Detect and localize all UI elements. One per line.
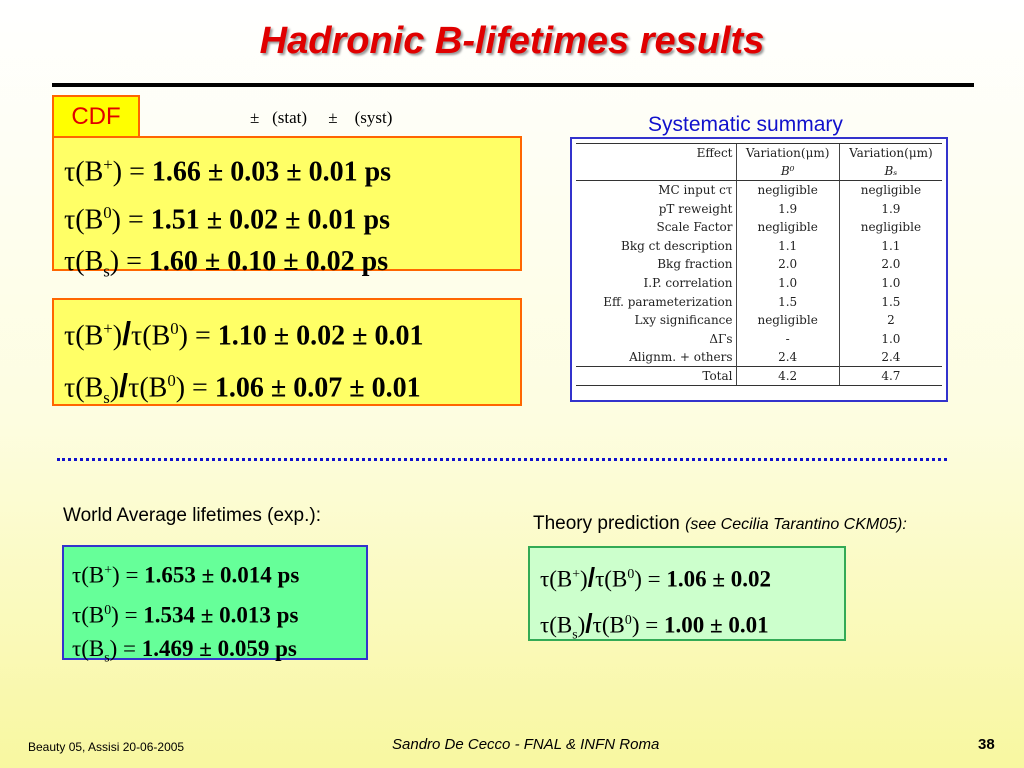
theory-prediction-box: τ(B+)/τ(B0) = 1.06 ± 0.02 τ(Bs)/τ(B0) = … — [528, 546, 846, 641]
world-average-value: 1.653 ± 0.014 ps — [144, 562, 300, 588]
table-total-row: Total 4.2 4.7 — [576, 366, 942, 386]
table-header-row: Effect Variation(μm) Variation(μm) — [576, 143, 942, 163]
world-average-row: τ(B+) = 1.653 ± 0.014 ps — [72, 562, 300, 588]
stat-syst-header: ± (stat) ± (syst) — [250, 108, 393, 127]
title-underline — [52, 83, 974, 87]
cdf-ratio-results-box: τ(B+)/τ(B0) = 1.10 ± 0.02 ± 0.01 τ(Bs)/τ… — [52, 298, 522, 407]
table-row: Alignm. + others 2.4 2.4 — [576, 348, 942, 367]
theory-value: 1.06 ± 0.02 — [666, 566, 771, 592]
world-average-row: τ(B0) = 1.534 ± 0.013 ps — [72, 601, 299, 628]
systematics-table: Effect Variation(μm) Variation(μm) B⁰ Bₛ… — [576, 143, 942, 386]
footer-author: Sandro De Cecco - FNAL & INFN Roma — [392, 736, 660, 753]
systematic-summary-table: Effect Variation(μm) Variation(μm) B⁰ Bₛ… — [570, 137, 948, 402]
slide-title: Hadronic B-lifetimes results — [259, 20, 765, 62]
table-subheader-row: B⁰ Bₛ — [576, 162, 942, 182]
page-number: 38 — [978, 736, 995, 753]
lifetime-value: 1.60 ± 0.10 ± 0.02 ps — [148, 245, 389, 277]
dotted-separator — [57, 458, 947, 461]
cdf-lifetime-results-box: τ(B+) = 1.66 ± 0.03 ± 0.01 ps τ(B0) = 1.… — [52, 136, 522, 280]
ratio-row: τ(B+)/τ(B0) = 1.10 ± 0.02 ± 0.01 — [64, 315, 424, 352]
table-row: ΔΓs -1.0 — [576, 329, 942, 349]
lifetime-row: τ(B+) = 1.66 ± 0.03 ± 0.01 ps — [64, 155, 392, 188]
theory-prediction-label: Theory prediction (see Cecilia Tarantino… — [533, 513, 907, 534]
table-row: MC input cτ negligible negligible — [576, 180, 942, 200]
lifetime-row: τ(B0) = 1.51 ± 0.02 ± 0.01 ps — [64, 203, 390, 236]
world-average-value: 1.534 ± 0.013 ps — [143, 602, 299, 628]
world-average-row: τ(Bs) = 1.469 ± 0.059 ps — [72, 636, 297, 665]
lifetime-row: τ(Bs) = 1.60 ± 0.10 ± 0.02 ps — [64, 245, 389, 281]
ratio-value: 1.10 ± 0.02 ± 0.01 — [217, 320, 424, 352]
table-row: Bkg ct description 1.1 1.1 — [576, 236, 942, 256]
world-average-value: 1.469 ± 0.059 ps — [141, 636, 297, 662]
theory-value: 1.00 ± 0.01 — [663, 612, 769, 638]
table-row: I.P. correlation 1.0 1.0 — [576, 273, 942, 293]
theory-reference-note: (see Cecilia Tarantino CKM05): — [685, 516, 907, 533]
table-row: Eff. parameterization 1.5 1.5 — [576, 292, 942, 311]
table-row: Bkg fraction 2.0 2.0 — [576, 255, 942, 274]
table-row: Scale Factor negligible negligible — [576, 217, 942, 237]
table-row: pT reweight 1.9 1.9 — [576, 199, 942, 218]
ratio-value: 1.06 ± 0.07 ± 0.01 — [214, 372, 421, 404]
lifetime-value: 1.66 ± 0.03 ± 0.01 ps — [151, 156, 392, 188]
theory-row: τ(Bs)/τ(B0) = 1.00 ± 0.01 — [540, 608, 769, 641]
cdf-label: CDF — [52, 95, 140, 139]
table-row: Lxy significance negligible 2 — [576, 310, 942, 330]
theory-row: τ(B+)/τ(B0) = 1.06 ± 0.02 — [540, 562, 771, 593]
footer-conference: Beauty 05, Assisi 20-06-2005 — [28, 740, 185, 754]
world-average-box: τ(B+) = 1.653 ± 0.014 ps τ(B0) = 1.534 ±… — [62, 545, 368, 665]
systematic-summary-title: Systematic summary — [648, 113, 843, 136]
lifetime-value: 1.51 ± 0.02 ± 0.01 ps — [150, 204, 390, 236]
world-average-label: World Average lifetimes (exp.): — [63, 505, 322, 526]
ratio-row: τ(Bs)/τ(B0) = 1.06 ± 0.07 ± 0.01 — [64, 367, 421, 408]
